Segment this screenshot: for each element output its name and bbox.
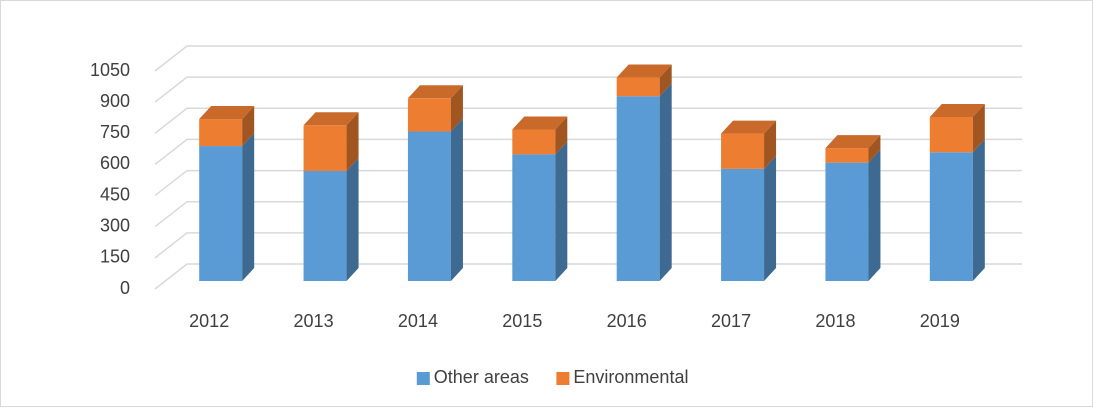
bar-side <box>242 106 255 147</box>
bar-side <box>659 83 672 281</box>
grid-line <box>154 76 1022 103</box>
bar-side <box>346 112 359 171</box>
bar-top <box>199 106 255 120</box>
legend-swatch <box>416 372 430 385</box>
bar-top <box>825 135 881 149</box>
bar <box>929 116 973 153</box>
bar-side <box>242 133 255 281</box>
bar-top <box>407 85 463 99</box>
bar <box>721 168 765 281</box>
bar <box>407 98 451 132</box>
bar <box>303 125 347 171</box>
legend-swatch <box>556 372 570 385</box>
bar-top <box>512 116 568 130</box>
bar-side <box>764 155 777 281</box>
bar <box>616 77 660 97</box>
bar-side <box>450 85 463 132</box>
x-tick-label: 2018 <box>815 311 855 331</box>
bar-side <box>868 149 881 281</box>
bar <box>407 131 451 281</box>
y-tick-label: 0 <box>120 278 130 298</box>
bar <box>825 162 869 281</box>
bar-side <box>764 120 777 169</box>
bar-side <box>346 157 359 281</box>
bar-top <box>616 64 672 78</box>
legend-label: Environmental <box>573 367 688 387</box>
legend-label: Other areas <box>434 367 529 387</box>
bar-side <box>972 139 985 281</box>
bar-side <box>555 141 568 281</box>
grid-line <box>154 45 1022 72</box>
y-tick-label: 450 <box>100 184 130 204</box>
bar <box>199 146 243 281</box>
bar-side <box>659 64 672 97</box>
bar <box>512 129 556 155</box>
y-tick-label: 600 <box>100 153 130 173</box>
x-tick-label: 2013 <box>294 311 334 331</box>
grid-line <box>154 107 1022 134</box>
bar <box>512 154 556 281</box>
bar-side <box>450 118 463 281</box>
y-tick-label: 750 <box>100 122 130 142</box>
bar <box>616 96 660 281</box>
bar <box>721 133 765 169</box>
x-tick-label: 2019 <box>920 311 960 331</box>
bar <box>929 152 973 281</box>
bar <box>199 119 243 147</box>
y-tick-label: 300 <box>100 215 130 235</box>
x-tick-label: 2015 <box>502 311 542 331</box>
x-tick-label: 2014 <box>398 311 438 331</box>
bar <box>303 170 347 281</box>
x-tick-label: 2012 <box>189 311 229 331</box>
y-tick-label: 900 <box>100 91 130 111</box>
x-tick-label: 2017 <box>711 311 751 331</box>
bar <box>825 148 869 163</box>
y-tick-label: 1050 <box>90 60 130 80</box>
bar-top <box>721 120 777 134</box>
bar-side <box>868 135 881 163</box>
bar-side <box>972 103 985 153</box>
bar-top <box>303 112 359 126</box>
x-tick-label: 2016 <box>607 311 647 331</box>
y-tick-label: 150 <box>100 247 130 267</box>
bar-side <box>555 116 568 155</box>
bar-top <box>929 103 985 117</box>
